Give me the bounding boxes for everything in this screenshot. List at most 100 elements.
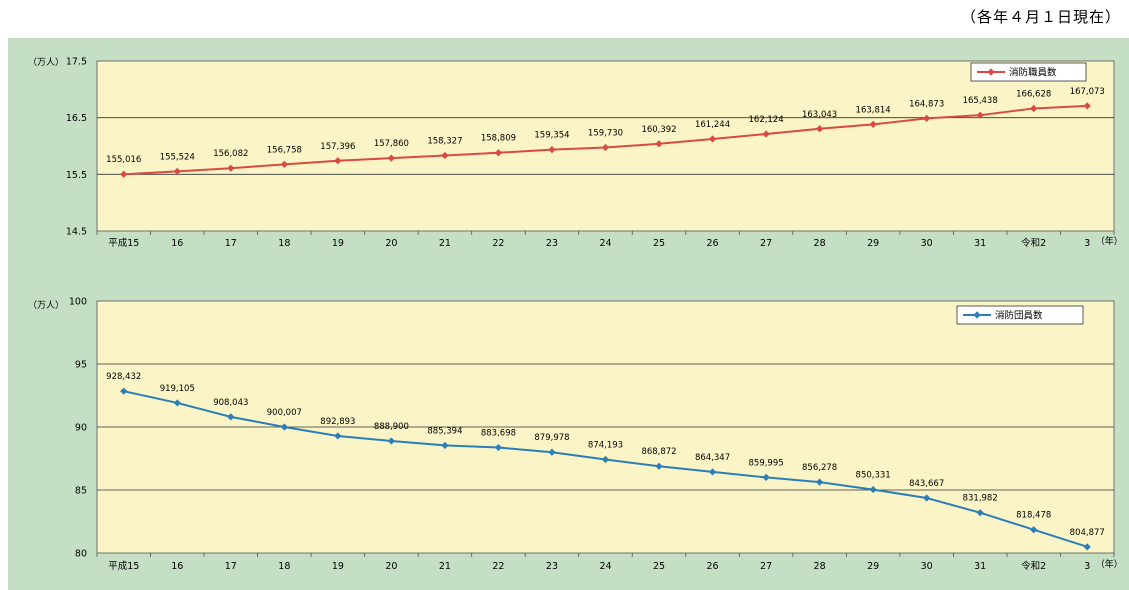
x-tick-label: 22 [492, 561, 504, 572]
x-tick-label: 31 [974, 561, 986, 572]
y-tick-label: 85 [75, 486, 87, 497]
data-label: 864,347 [695, 453, 730, 463]
data-point [655, 462, 663, 470]
data-label: 831,982 [963, 494, 998, 504]
data-point [227, 413, 235, 421]
x-tick-label: 26 [707, 561, 719, 572]
data-label: 919,105 [160, 384, 195, 394]
legend-box [956, 305, 1084, 325]
x-tick-label: 24 [599, 561, 611, 572]
x-tick-label: 23 [546, 238, 558, 249]
x-tick-label: 24 [599, 238, 611, 249]
data-point [923, 494, 931, 502]
x-tick-label: 30 [921, 238, 933, 249]
y-tick-label: 15.5 [66, 170, 87, 181]
data-point [280, 160, 288, 168]
legend-label: 消防団員数 [995, 310, 1043, 322]
data-point [387, 154, 395, 162]
x-tick-label: 18 [278, 561, 290, 572]
legend-box [970, 62, 1087, 82]
data-point [869, 120, 877, 128]
data-label: 163,814 [856, 105, 891, 115]
data-label: 157,860 [374, 139, 409, 149]
data-point [976, 509, 984, 517]
data-label: 164,873 [909, 99, 944, 109]
data-point [816, 478, 824, 486]
x-tick-label: 28 [814, 561, 826, 572]
data-label: 868,872 [641, 447, 676, 457]
data-point [494, 443, 503, 452]
data-point [976, 111, 984, 119]
x-tick-label: 27 [760, 561, 772, 572]
x-tick-label: 17 [225, 238, 237, 249]
data-point [923, 114, 931, 122]
x-tick-label: 21 [439, 561, 451, 572]
data-point [762, 473, 770, 482]
x-tick-label: 3 [1084, 238, 1090, 249]
x-tick-label: 平成15 [108, 237, 139, 249]
x-tick-label: 22 [492, 238, 504, 249]
data-point [1083, 102, 1091, 110]
data-point [494, 149, 503, 157]
data-point [548, 146, 556, 154]
data-point [441, 151, 449, 160]
x-tick-label: 20 [385, 561, 397, 572]
data-label: 158,327 [427, 136, 462, 146]
x-tick-label: 30 [921, 561, 933, 572]
data-label: 165,438 [963, 96, 998, 106]
x-tick-label: 19 [332, 238, 344, 249]
data-point [173, 167, 181, 175]
data-label: 156,082 [213, 149, 248, 159]
x-tick-label: 23 [546, 561, 558, 572]
x-tick-label: 16 [171, 238, 183, 249]
data-point [334, 432, 342, 440]
y-tick-label: 95 [75, 360, 87, 371]
x-tick-label: 19 [332, 561, 344, 572]
y-tick-label: 17.5 [66, 57, 87, 68]
data-point [601, 143, 610, 152]
data-label: 892,893 [320, 417, 355, 427]
x-tick-label: 31 [974, 238, 986, 249]
data-label: 161,244 [695, 120, 730, 130]
y-tick-label: 100 [69, 297, 87, 308]
y-tick-label: 14.5 [66, 227, 87, 238]
data-label: 155,524 [160, 152, 195, 162]
data-point [548, 448, 556, 456]
data-point [708, 135, 717, 143]
data-label: 850,331 [856, 471, 891, 481]
x-tick-label: 16 [171, 561, 183, 572]
x-tick-label: 29 [867, 238, 879, 249]
data-label: 158,809 [481, 134, 516, 144]
data-point [334, 157, 342, 165]
data-label: 879,978 [534, 433, 569, 443]
legend-label: 消防職員数 [1009, 67, 1057, 79]
data-label: 818,478 [1016, 511, 1051, 521]
legend-marker [987, 68, 995, 76]
data-label: 167,073 [1070, 87, 1105, 97]
data-label: 804,877 [1070, 528, 1105, 538]
data-point [762, 130, 770, 138]
data-point [387, 437, 395, 445]
data-label: 843,667 [909, 479, 944, 489]
x-tick-label: 27 [760, 238, 772, 249]
data-point [120, 387, 128, 395]
data-label: 900,007 [267, 408, 302, 418]
data-point [120, 170, 128, 178]
data-label: 856,278 [802, 463, 837, 473]
data-label: 163,043 [802, 110, 837, 120]
y-unit-label: （万人） [28, 300, 64, 311]
data-label: 162,124 [749, 115, 784, 125]
x-tick-label: 25 [653, 238, 665, 249]
y-tick-label: 16.5 [66, 113, 87, 124]
data-point [708, 468, 717, 476]
data-label: 859,995 [749, 458, 784, 468]
x-tick-label: 25 [653, 561, 665, 572]
data-label: 166,628 [1016, 89, 1051, 99]
data-point [173, 399, 181, 407]
x-tick-label: 平成15 [108, 560, 139, 572]
x-tick-label: 令和2 [1021, 560, 1046, 572]
data-point [816, 125, 824, 133]
data-label: 159,354 [534, 131, 569, 141]
data-point [601, 455, 610, 464]
